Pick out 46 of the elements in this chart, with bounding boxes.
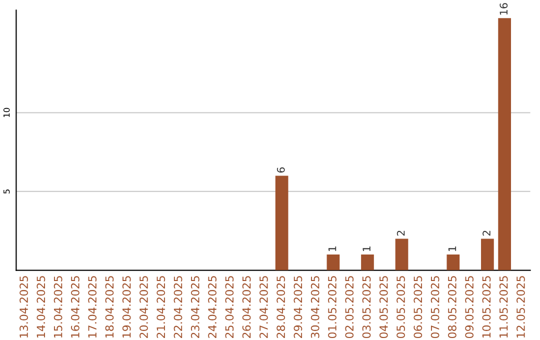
x-tick-label: 03.05.2025 — [362, 276, 371, 338]
x-tick-label: 06.05.2025 — [414, 276, 422, 338]
data-label: 2 — [482, 230, 490, 236]
x-tick-label: 17.04.2025 — [88, 276, 97, 338]
x-tick-label: 28.04.2025 — [276, 276, 286, 338]
bar — [275, 176, 288, 270]
x-tick-label: 23.04.2025 — [190, 276, 200, 338]
x-tick-label: 05.05.2025 — [396, 276, 405, 338]
x-tick-label: 09.05.2025 — [465, 276, 474, 338]
x-tick-label: 02.05.2025 — [345, 276, 354, 338]
x-tick-label: 10.05.2025 — [482, 276, 491, 338]
x-tick-label: 07.05.2025 — [430, 276, 440, 338]
x-tick-label: 08.05.2025 — [448, 276, 456, 338]
x-tick-label: 20.04.2025 — [140, 276, 148, 338]
x-tick-label: 29.04.2025 — [294, 276, 302, 338]
bar — [481, 238, 494, 270]
x-tick-label: 15.04.2025 — [54, 276, 62, 338]
x-tick-label: 22.04.2025 — [174, 276, 182, 338]
bar — [361, 254, 374, 270]
bar — [446, 254, 460, 270]
data-label: 16 — [500, 3, 508, 15]
y-tick-label: 5 — [4, 190, 10, 194]
x-tick-label: 18.04.2025 — [105, 276, 114, 338]
x-tick-label: 16.04.2025 — [70, 276, 80, 338]
x-tick-label: 14.04.2025 — [36, 276, 46, 338]
x-tick-label: 25.04.2025 — [225, 276, 234, 338]
bar — [395, 238, 408, 270]
data-label: 6 — [276, 167, 285, 173]
x-tick-label: 12.05.2025 — [516, 276, 525, 338]
data-label: 1 — [328, 246, 336, 252]
data-label: 1 — [362, 246, 370, 252]
x-tick-label: 26.04.2025 — [242, 276, 251, 338]
data-label: 1 — [448, 246, 456, 252]
x-tick-label: 19.04.2025 — [122, 276, 131, 338]
x-tick-label: 01.05.2025 — [328, 276, 336, 338]
data-label: 2 — [396, 230, 405, 236]
x-tick-label: 27.04.2025 — [259, 276, 268, 338]
x-tick-label: 30.04.2025 — [310, 276, 320, 338]
y-tick-label: 10 — [3, 108, 10, 118]
x-tick-label: 04.05.2025 — [379, 276, 388, 338]
x-tick-label: 21.04.2025 — [156, 276, 166, 338]
x-tick-label: 24.04.2025 — [208, 276, 216, 338]
x-tick-label: 11.05.2025 — [499, 276, 508, 338]
bar — [326, 254, 340, 270]
bar — [498, 18, 511, 270]
x-tick-label: 13.04.2025 — [20, 276, 28, 338]
